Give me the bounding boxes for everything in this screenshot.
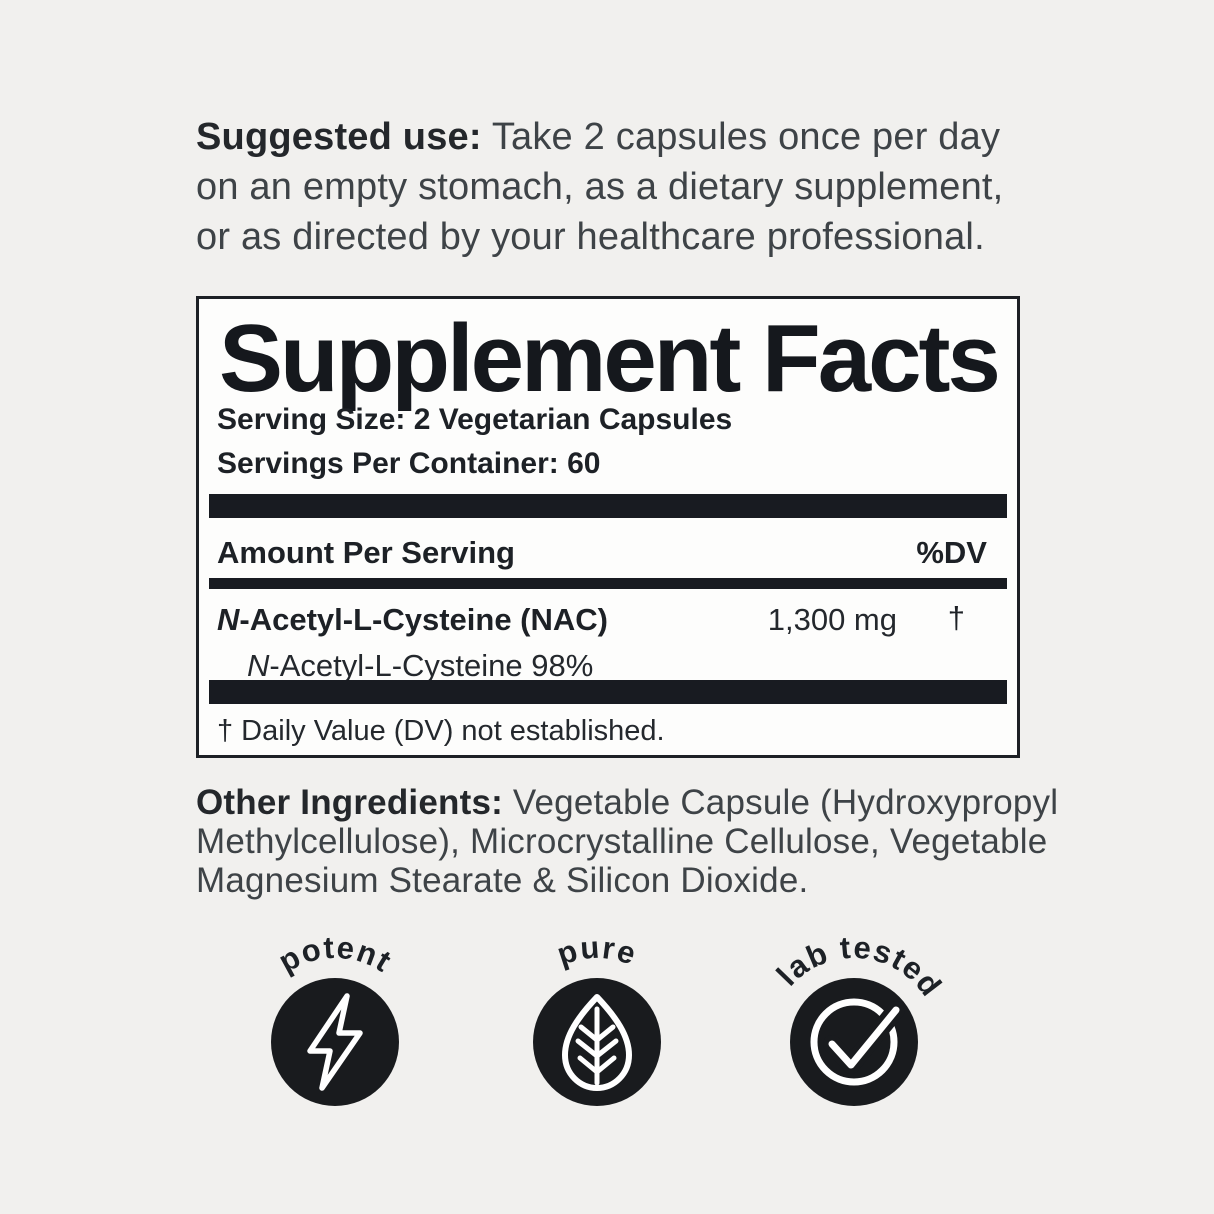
divider-bar-thick-top bbox=[209, 494, 1007, 518]
check-circle-icon bbox=[810, 998, 905, 1086]
suggested-use-paragraph: Suggested use: Take 2 capsules once per … bbox=[196, 112, 1056, 262]
lightning-icon bbox=[307, 993, 363, 1091]
suggested-use-label: Suggested use: bbox=[196, 116, 482, 158]
suggested-use-line-2: on an empty stomach, as a dietary supple… bbox=[196, 166, 1004, 208]
pure-badge: pure bbox=[533, 930, 661, 1106]
lab-tested-badge-circle bbox=[790, 978, 918, 1106]
supplement-facts-title: Supplement Facts bbox=[219, 305, 1001, 412]
ingredient-row: N-Acetyl-L-Cysteine (NAC) 1,300 mg † bbox=[217, 600, 1017, 638]
other-ingredients-paragraph: Other Ingredients: Vegetable Capsule (Hy… bbox=[196, 783, 1066, 900]
potent-badge-label: potent bbox=[273, 930, 399, 980]
potent-badge-circle bbox=[271, 978, 399, 1106]
ingredient-amount: 1,300 mg bbox=[767, 602, 897, 637]
percent-dv-header: %DV bbox=[916, 535, 987, 570]
serving-size-text: Serving Size: 2 Vegetarian Capsules bbox=[217, 403, 733, 436]
other-ingredients-line-2: Methylcellulose), Microcrystalline Cellu… bbox=[196, 822, 1048, 861]
lab-tested-badge: lab tested bbox=[768, 922, 953, 1106]
ingredient-dv-dagger: † bbox=[947, 600, 965, 635]
sub-ingredient-name-italic: N bbox=[247, 648, 270, 683]
ingredient-name-italic: N bbox=[217, 602, 240, 637]
supplement-facts-panel: Supplement Facts Serving Size: 2 Vegetar… bbox=[196, 296, 1020, 758]
potent-badge: potent bbox=[271, 930, 399, 1106]
pure-badge-label: pure bbox=[553, 930, 642, 972]
amount-per-serving-header-row: Amount Per Serving %DV bbox=[217, 535, 987, 571]
other-ingredients-line-3: Magnesium Stearate & Silicon Dioxide. bbox=[196, 861, 809, 900]
dv-footnote: † Daily Value (DV) not established. bbox=[217, 715, 665, 747]
divider-bar-thick-bottom bbox=[209, 680, 1007, 704]
other-ingredients-line-1: Other Ingredients: Vegetable Capsule (Hy… bbox=[196, 783, 1066, 822]
other-ingredients-label: Other Ingredients: bbox=[196, 783, 503, 822]
ingredient-name: N-Acetyl-L-Cysteine (NAC) bbox=[217, 602, 608, 637]
suggested-use-line-1-text: Take 2 capsules once per day bbox=[481, 116, 1001, 158]
divider-bar-medium bbox=[209, 578, 1007, 589]
other-ingredients-line-1-text: Vegetable Capsule (Hydroxypropyl bbox=[502, 783, 1059, 822]
ingredient-name-rest: -Acetyl-L-Cysteine (NAC) bbox=[239, 602, 608, 637]
amount-per-serving-header: Amount Per Serving bbox=[217, 535, 515, 570]
suggested-use-line-3: or as directed by your healthcare profes… bbox=[196, 216, 985, 258]
sub-ingredient-row: N-Acetyl-L-Cysteine 98% bbox=[247, 648, 593, 684]
suggested-use-line-1: Suggested use: Take 2 capsules once per … bbox=[196, 112, 1056, 162]
servings-per-container-text: Servings Per Container: 60 bbox=[217, 447, 601, 480]
leaf-icon bbox=[562, 994, 632, 1091]
sub-ingredient-name-rest: -Acetyl-L-Cysteine 98% bbox=[269, 648, 594, 683]
